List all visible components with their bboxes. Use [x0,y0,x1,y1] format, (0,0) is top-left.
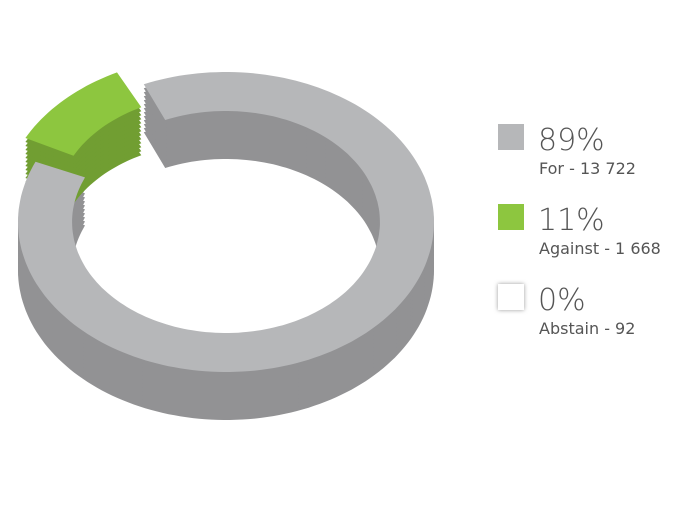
slice [25,72,142,156]
legend-value: 0% [538,283,586,318]
legend-swatch [498,284,524,310]
donut [18,66,434,420]
legend-value: 89% [538,123,605,158]
legend-value: 11% [538,203,605,238]
legend: 89%For - 13 722 11%Against - 1 668 0%Absta… [498,123,661,338]
legend-swatch [498,204,524,230]
legend-label: Abstain - 92 [539,319,635,338]
legend-label: For - 13 722 [539,159,636,178]
legend-label: Against - 1 668 [539,239,661,258]
legend-swatch [498,124,524,150]
